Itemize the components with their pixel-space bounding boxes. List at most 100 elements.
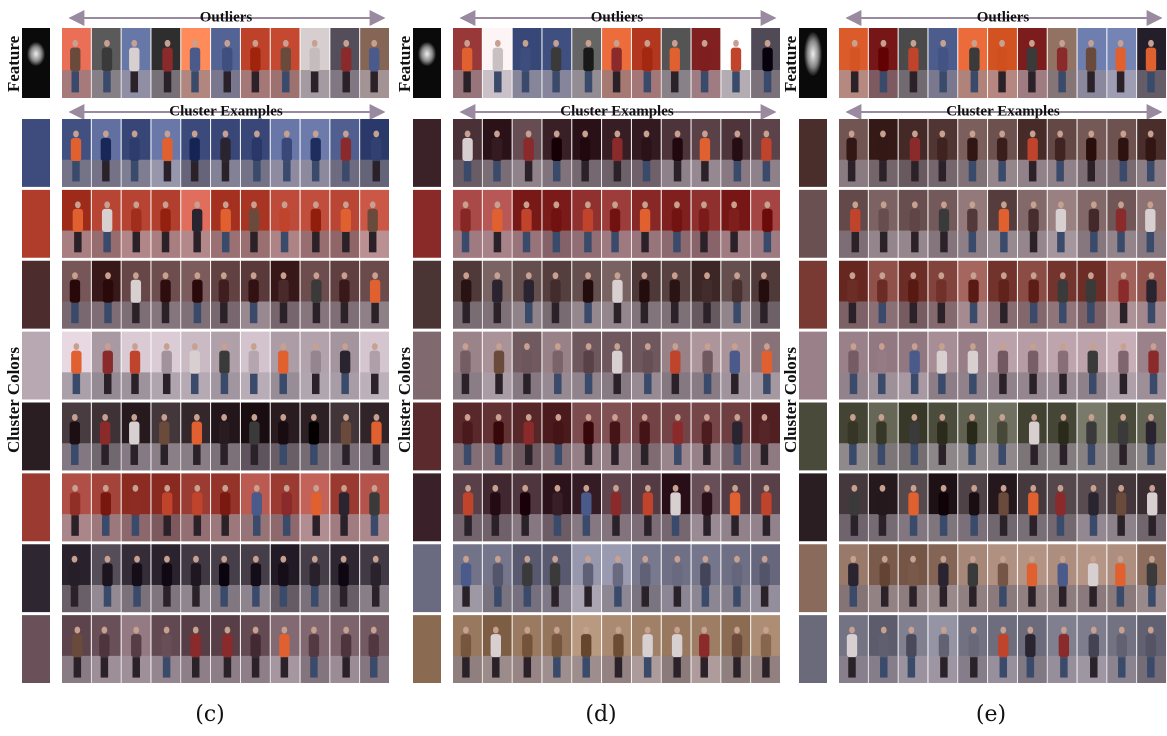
- person-legs: [101, 657, 108, 677]
- person-body: [639, 280, 649, 303]
- person-legs: [939, 445, 946, 465]
- person-head: [675, 414, 681, 421]
- person-body: [612, 138, 622, 161]
- person-body: [552, 492, 562, 515]
- person-legs: [342, 161, 349, 181]
- person-head: [1029, 556, 1035, 563]
- person-legs: [312, 232, 319, 252]
- person-legs: [131, 161, 138, 181]
- person-head: [73, 343, 79, 350]
- person-legs: [280, 586, 287, 606]
- person-body: [939, 209, 949, 232]
- person-body: [702, 351, 712, 374]
- person-body: [997, 138, 1007, 161]
- person-body: [219, 280, 229, 303]
- person-legs: [494, 71, 501, 92]
- person-body: [700, 563, 710, 586]
- person-head: [971, 485, 977, 492]
- person-head: [222, 343, 228, 350]
- person-legs: [1000, 515, 1007, 535]
- person-body: [613, 563, 623, 586]
- person-body: [252, 492, 262, 515]
- person-head: [1120, 131, 1126, 138]
- person-legs: [998, 71, 1005, 92]
- person-head: [912, 343, 918, 350]
- person-legs: [614, 161, 621, 181]
- person-body: [311, 209, 321, 232]
- person-body: [848, 351, 858, 374]
- person-legs: [524, 657, 531, 677]
- person-legs: [700, 657, 707, 677]
- cluster-color-swatch: [799, 615, 827, 683]
- person-legs: [283, 161, 290, 181]
- person-legs: [971, 71, 978, 92]
- person-legs: [1060, 657, 1067, 677]
- person-head: [370, 201, 376, 208]
- person-head: [1088, 272, 1094, 279]
- person-legs: [585, 71, 592, 92]
- person-legs: [251, 445, 258, 465]
- person-body: [1027, 563, 1037, 586]
- person-body: [1089, 209, 1099, 232]
- person-legs: [494, 586, 501, 606]
- person-head: [195, 272, 201, 279]
- person-body: [311, 351, 321, 374]
- person-body: [998, 351, 1008, 374]
- cluster-color-swatch: [413, 261, 441, 329]
- person-legs: [103, 232, 110, 252]
- person-legs: [615, 657, 622, 677]
- person-legs: [163, 515, 170, 535]
- person-legs: [1147, 232, 1154, 252]
- person-body: [850, 209, 860, 232]
- person-head: [732, 343, 738, 350]
- person-body: [1145, 209, 1155, 232]
- person-body: [131, 634, 141, 657]
- cluster-color-swatch: [22, 261, 50, 329]
- person-body: [492, 209, 502, 232]
- person-body: [130, 351, 140, 374]
- cluster-color-swatch: [413, 473, 441, 541]
- person-head: [701, 627, 707, 634]
- person-legs: [523, 232, 530, 252]
- person-legs: [581, 161, 588, 181]
- person-legs: [849, 303, 856, 323]
- person-body: [461, 280, 471, 303]
- person-body: [673, 422, 683, 445]
- person-legs: [879, 161, 886, 181]
- cluster-color-swatch: [22, 615, 50, 683]
- person-head: [165, 131, 171, 138]
- person-body: [997, 422, 1007, 445]
- person-head: [1118, 40, 1124, 47]
- person-head: [522, 485, 528, 492]
- person-body: [1027, 48, 1037, 72]
- person-body: [369, 634, 379, 657]
- person-legs: [524, 586, 531, 606]
- person-legs: [373, 445, 380, 465]
- person-body: [162, 563, 172, 586]
- person-head: [524, 201, 530, 208]
- person-legs: [1148, 515, 1155, 535]
- person-head: [1000, 343, 1006, 350]
- person-legs: [938, 374, 945, 394]
- person-legs: [611, 445, 618, 465]
- person-head: [704, 485, 710, 492]
- person-body: [249, 422, 259, 445]
- person-body: [341, 209, 351, 232]
- person-head: [311, 414, 317, 421]
- person-head: [133, 201, 139, 208]
- person-body: [161, 634, 171, 657]
- person-legs: [613, 71, 620, 92]
- person-head: [1059, 40, 1065, 47]
- person-head: [1147, 201, 1153, 208]
- person-body: [1059, 634, 1069, 657]
- person-head: [463, 627, 469, 634]
- person-legs: [671, 71, 678, 92]
- person-head: [494, 272, 500, 279]
- person-legs: [464, 515, 471, 535]
- person-body: [341, 138, 351, 161]
- person-head: [313, 485, 319, 492]
- person-legs: [221, 374, 228, 394]
- person-legs: [673, 232, 680, 252]
- person-legs: [1029, 161, 1036, 181]
- person-body: [908, 492, 918, 515]
